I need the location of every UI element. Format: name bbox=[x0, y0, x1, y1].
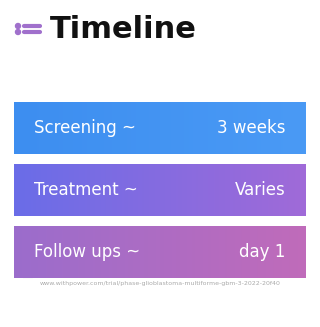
Text: Varies: Varies bbox=[235, 181, 285, 199]
Text: Treatment ~: Treatment ~ bbox=[35, 181, 138, 199]
Text: 3 weeks: 3 weeks bbox=[217, 119, 285, 137]
Text: Power: Power bbox=[44, 262, 91, 277]
Circle shape bbox=[15, 29, 20, 35]
Text: www.withpower.com/trial/phase-glioblastoma-multiforme-gbm-3-2022-20f40: www.withpower.com/trial/phase-glioblasto… bbox=[40, 281, 280, 285]
Text: Screening ~: Screening ~ bbox=[35, 119, 136, 137]
Text: day 1: day 1 bbox=[239, 243, 285, 261]
Circle shape bbox=[15, 24, 20, 28]
Text: ⛉: ⛉ bbox=[22, 260, 34, 279]
Text: Timeline: Timeline bbox=[50, 15, 197, 44]
Text: Follow ups ~: Follow ups ~ bbox=[35, 243, 141, 261]
